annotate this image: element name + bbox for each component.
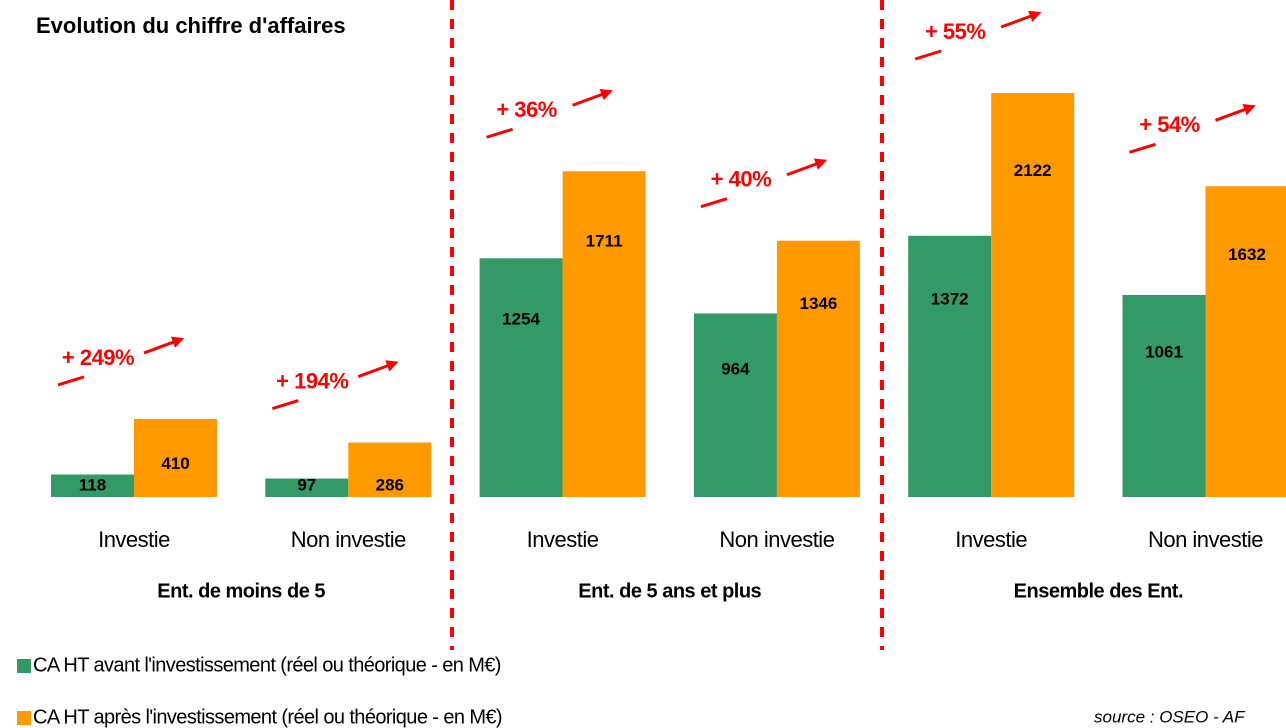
value-label: 1372 [931,289,969,308]
value-label: 1346 [799,294,837,313]
x-tick-label: Non investie [291,527,406,552]
arrow [914,49,942,61]
arrow [486,127,514,139]
arrow [357,360,399,378]
arrow [1129,142,1156,154]
value-label: 410 [161,454,189,473]
value-label: 118 [79,475,106,494]
value-label: 1061 [1145,343,1183,362]
bar [479,258,563,497]
bar [134,418,217,497]
x-tick-label: Investie [98,527,170,552]
group-label: Ensemble des Ent. [1014,580,1183,602]
bar [1205,186,1286,497]
annotation: + 194% [276,368,348,393]
value-label: 1711 [586,231,623,250]
bar [348,442,432,497]
legend-label: CA HT avant l'investissement (réel ou th… [33,654,501,676]
legend-label: CA HT après l'investissement (réel ou th… [33,706,502,728]
bar [265,478,349,497]
bar [908,235,992,497]
arrow [1000,10,1042,29]
bar [776,240,860,497]
value-label: 1254 [502,310,540,329]
arrow [1214,103,1256,122]
group-label: Ent. de moins de 5 [157,580,325,602]
annotation: + 36% [496,97,557,122]
legend-swatch [17,711,31,725]
value-label: 1632 [1228,245,1266,264]
bar [562,171,646,497]
group-label: Ent. de 5 ans et plus [578,580,761,602]
x-tick-label: Investie [527,527,599,552]
chart-title: Evolution du chiffre d'affaires [36,13,346,38]
value-label: 964 [721,359,750,378]
annotation: + 54% [1139,112,1200,137]
arrow [271,399,299,410]
value-label: 286 [376,475,404,494]
legend-swatch [17,659,31,673]
x-tick-label: Non investie [1148,527,1263,552]
bar [1122,295,1206,497]
bar [693,313,777,497]
arrow [572,88,613,107]
arrow [143,336,185,355]
x-tick-label: Non investie [719,527,834,552]
value-label: 97 [297,475,316,494]
arrow [700,197,728,209]
source: source : OSEO - AF [1094,707,1246,726]
bar [991,93,1075,497]
annotation: + 40% [711,167,772,192]
annotation: + 249% [62,345,134,370]
x-tick-label: Investie [955,527,1027,552]
bar [51,474,134,497]
value-label: 2122 [1014,161,1052,180]
arrow [786,158,828,177]
annotation: + 55% [925,19,986,44]
arrow [57,375,85,387]
